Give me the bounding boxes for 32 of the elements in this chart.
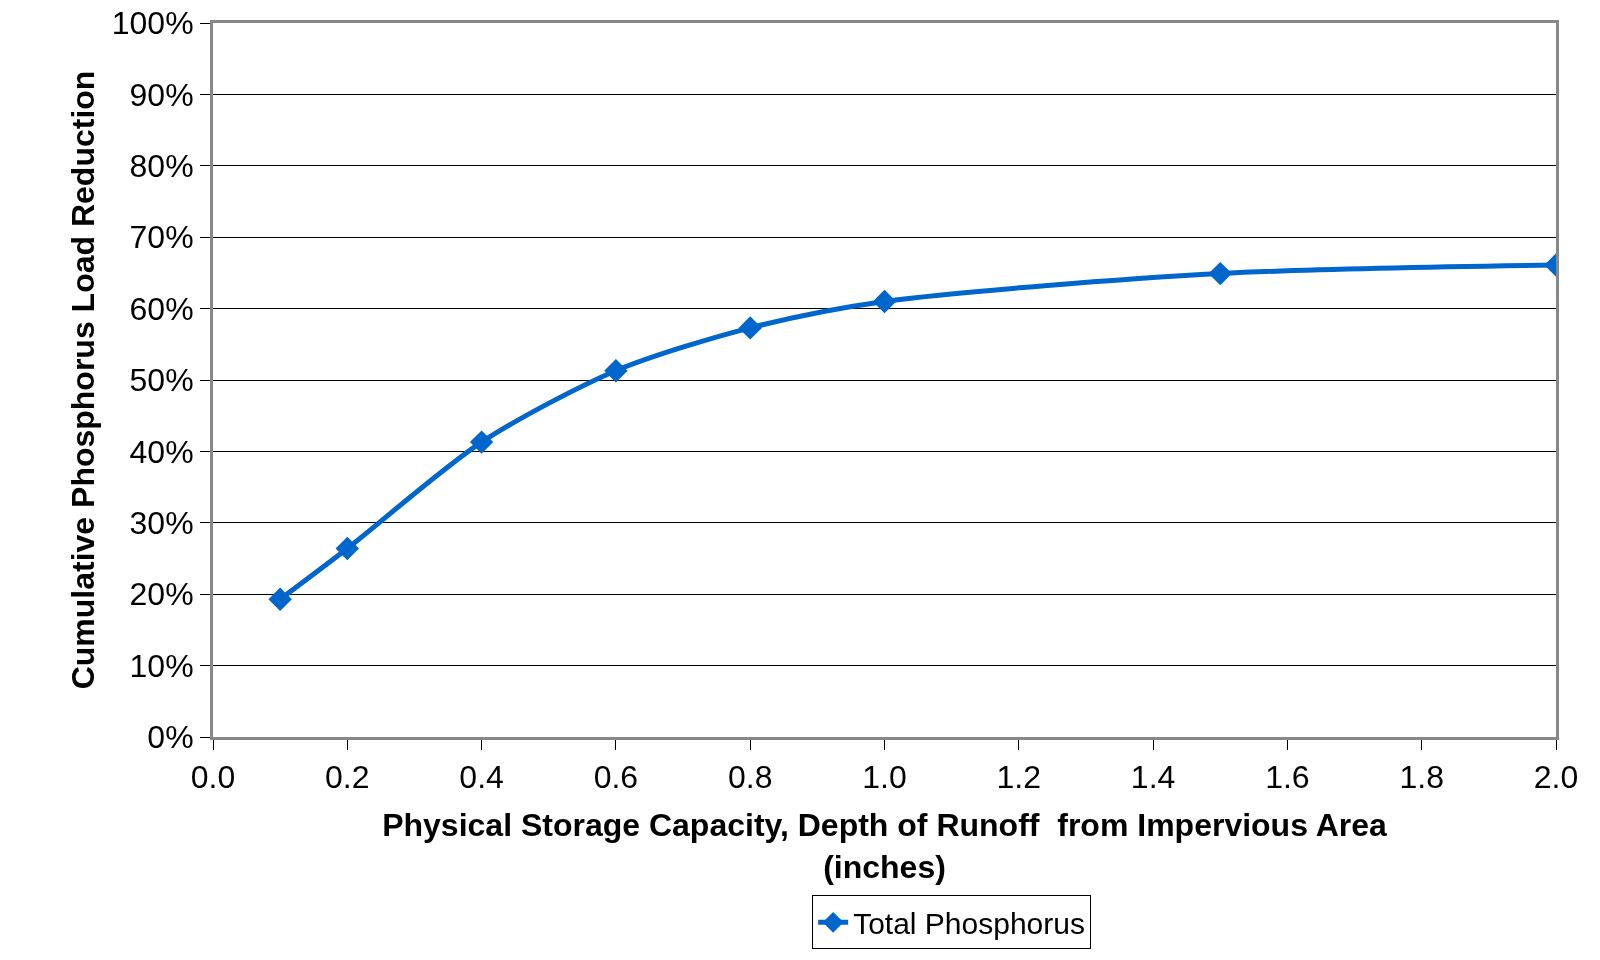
y-tick-label: 90% bbox=[129, 76, 194, 113]
point bbox=[604, 359, 628, 383]
x-tick-label: 2.0 bbox=[1533, 759, 1579, 796]
y-tick-label: 80% bbox=[129, 148, 194, 184]
x-tick-label: 0.8 bbox=[727, 759, 773, 796]
x-tick-label: 1.2 bbox=[996, 759, 1042, 796]
y-tick-label: 70% bbox=[129, 219, 194, 256]
y-tick-label: 20% bbox=[129, 576, 194, 613]
point bbox=[268, 587, 292, 611]
y-tick-label: 30% bbox=[129, 505, 194, 541]
x-tick-label: 0.2 bbox=[325, 759, 370, 796]
legend-label: Total Phosphorus bbox=[853, 907, 1085, 940]
y-tick-label: 60% bbox=[129, 290, 194, 327]
x-tick-label: 1.4 bbox=[1130, 759, 1176, 796]
x-tick-label: 0.6 bbox=[593, 759, 639, 796]
x-tick-label: 0.4 bbox=[459, 759, 504, 796]
y-tick-label: 0% bbox=[147, 719, 194, 756]
x-tick-label: 0.0 bbox=[190, 759, 236, 796]
y-tick-label: 40% bbox=[129, 433, 194, 470]
x-tick-label: 1.0 bbox=[862, 759, 907, 796]
y-tick-label: 50% bbox=[129, 362, 194, 399]
y-axis-title: Cumulative Phosphorus Load Reduction bbox=[65, 70, 102, 690]
x-axis-title: Physical Storage Capacity, Depth of Runoff from Impervious Area (inches) bbox=[382, 807, 1388, 885]
point bbox=[872, 289, 897, 314]
y-tick-label: 100% bbox=[111, 5, 194, 42]
point bbox=[469, 430, 494, 454]
x-tick-label: 1.8 bbox=[1399, 759, 1444, 796]
point bbox=[738, 316, 762, 340]
point bbox=[335, 536, 359, 561]
x-tick-label: 1.6 bbox=[1265, 759, 1310, 796]
point bbox=[1208, 261, 1232, 286]
y-tick-label: 10% bbox=[129, 647, 194, 684]
